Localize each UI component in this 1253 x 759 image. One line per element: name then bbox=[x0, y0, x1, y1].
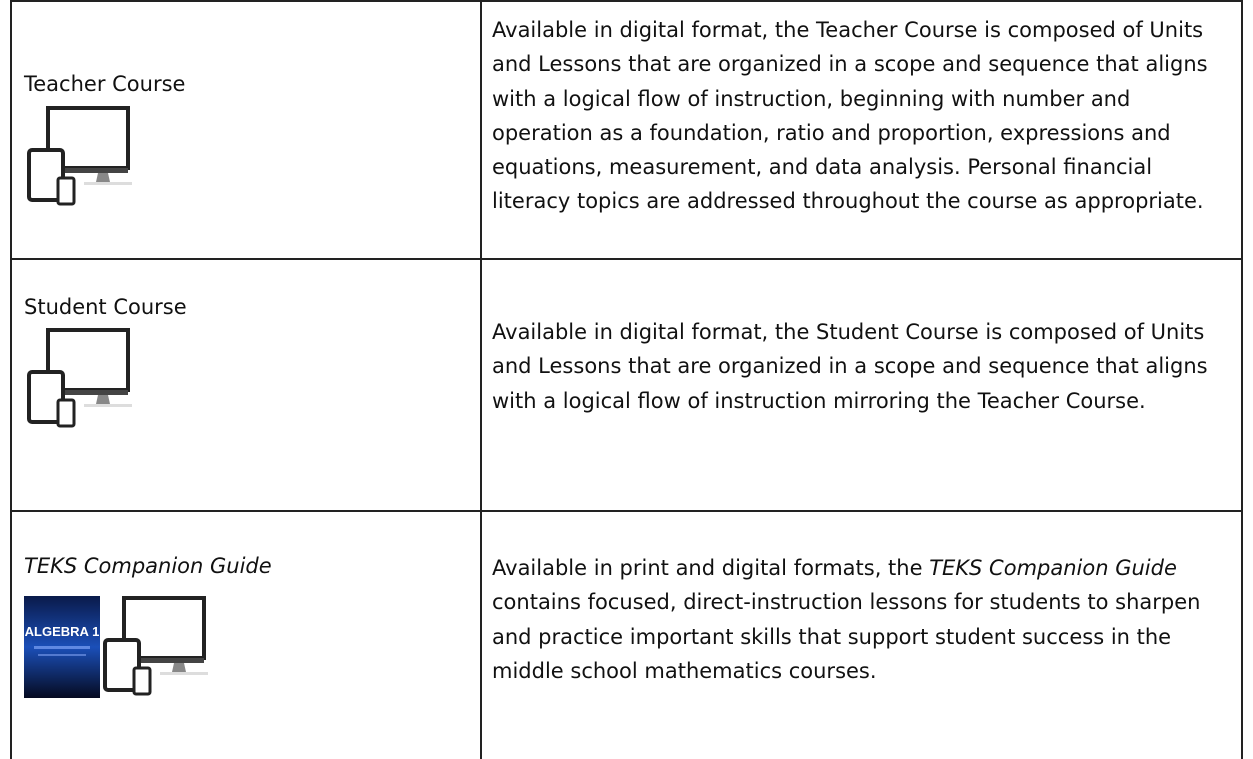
text: Available in print and digital formats, … bbox=[492, 556, 930, 580]
table-row: Student Course Available in digital form… bbox=[10, 258, 1243, 510]
devices-icon bbox=[103, 596, 210, 696]
book-cover: ALGEBRA 1 bbox=[24, 596, 100, 698]
text: contains focused, direct-instruction les… bbox=[492, 590, 1201, 683]
row-description: Available in print and digital formats, … bbox=[492, 551, 1232, 688]
row-description: Available in digital format, the Teacher… bbox=[492, 18, 1208, 214]
label-cell: Student Course bbox=[10, 260, 480, 510]
devices-icon bbox=[27, 328, 134, 428]
table-row: Teacher Course Available in digital form… bbox=[10, 0, 1243, 258]
description-cell: Available in digital format, the Teacher… bbox=[480, 2, 1243, 258]
table-row: TEKS Companion Guide ALGEBRA 1 Available… bbox=[10, 510, 1243, 759]
row-label: Teacher Course bbox=[24, 72, 186, 96]
devices-icon bbox=[27, 106, 134, 206]
description-cell: Available in print and digital formats, … bbox=[480, 512, 1243, 759]
cover-title: ALGEBRA 1 bbox=[25, 624, 100, 639]
table: Teacher Course Available in digital form… bbox=[10, 0, 1243, 759]
row-label: Student Course bbox=[24, 295, 187, 319]
row-label: TEKS Companion Guide bbox=[24, 554, 272, 578]
label-cell: Teacher Course bbox=[10, 2, 480, 258]
description-cell: Available in digital format, the Student… bbox=[480, 260, 1243, 510]
label-cell: TEKS Companion Guide ALGEBRA 1 bbox=[10, 512, 480, 759]
row-description: Available in digital format, the Student… bbox=[492, 320, 1208, 413]
italic-text: TEKS Companion Guide bbox=[929, 556, 1177, 580]
